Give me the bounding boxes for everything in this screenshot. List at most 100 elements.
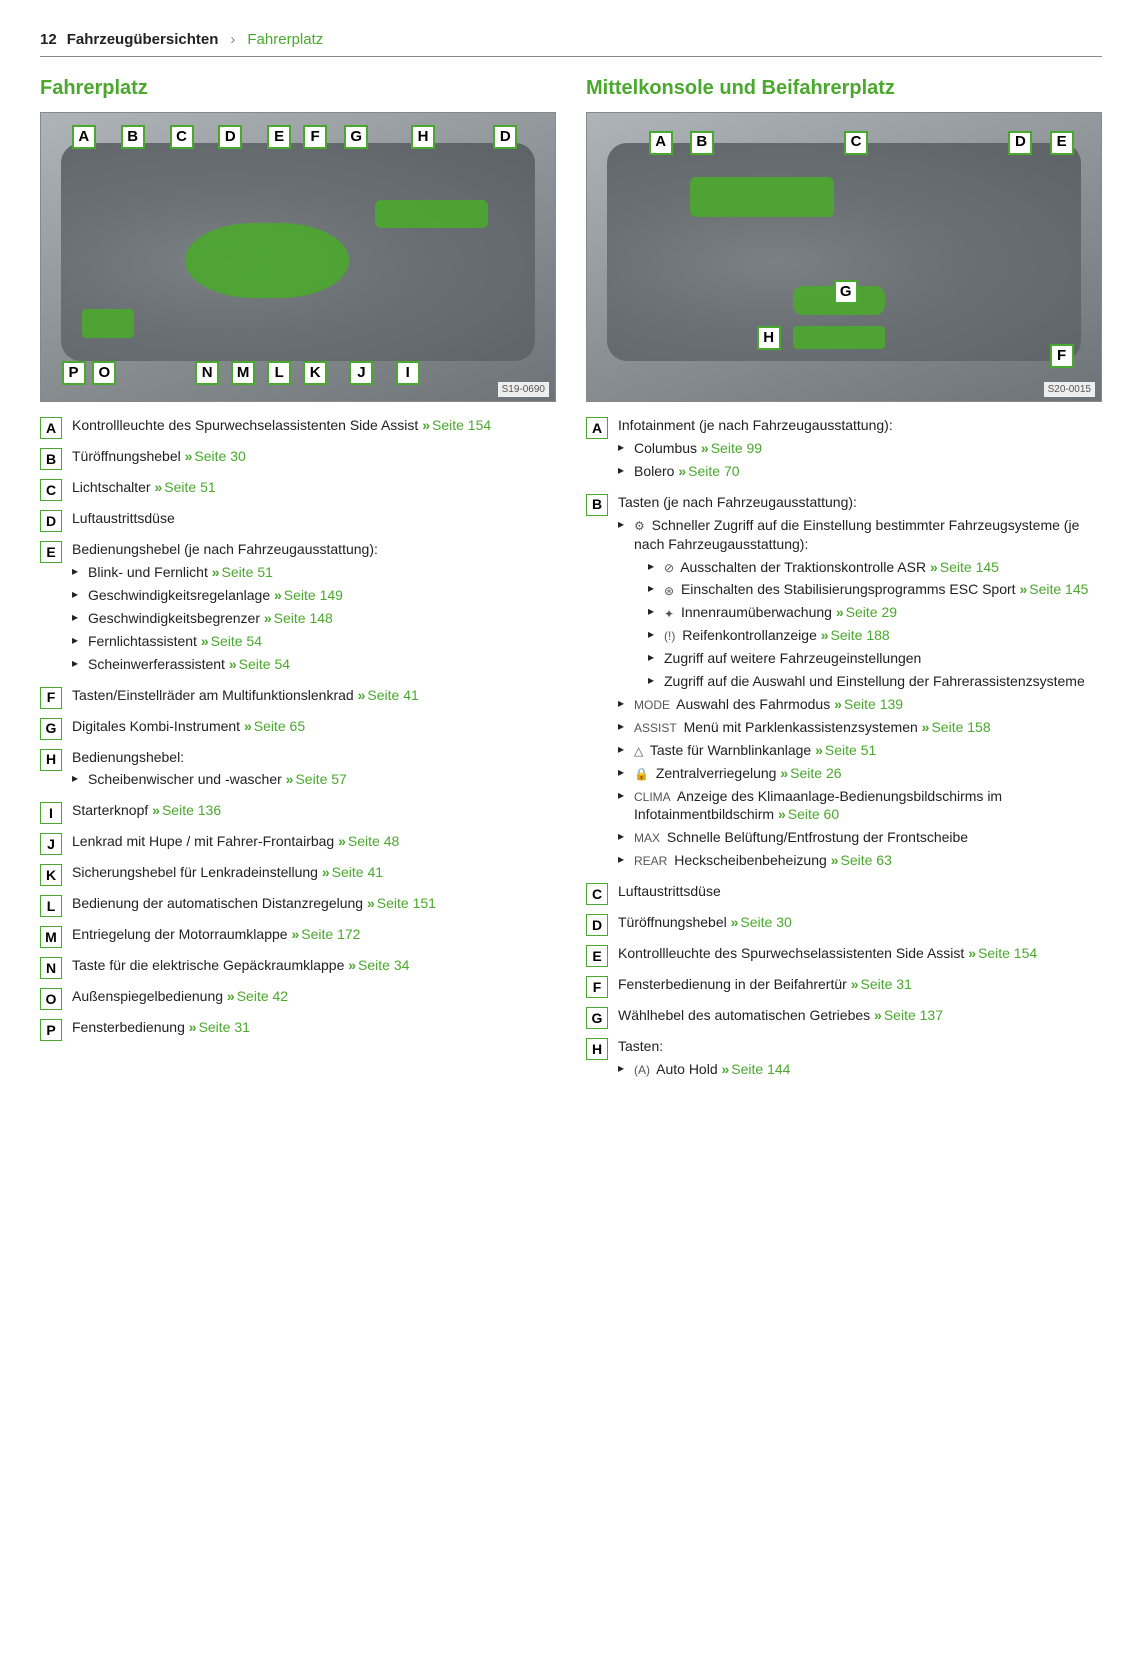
- sub-list: Blink- und Fernlicht »Seite 51Geschwindi…: [72, 563, 556, 673]
- page-link[interactable]: »Seite 151: [367, 895, 436, 911]
- esc-icon: ⊛: [664, 583, 674, 599]
- page-link[interactable]: »Seite 139: [834, 696, 903, 712]
- page-link[interactable]: »Seite 54: [229, 656, 290, 672]
- callout-o: O: [92, 361, 116, 385]
- sub-item-text: Reifenkontrollanzeige: [682, 627, 817, 643]
- sub-item: ⊛ Einschalten des Stabilisierungsprogram…: [648, 580, 1102, 599]
- page-link[interactable]: »Seite 154: [968, 945, 1037, 961]
- callout-f: F: [303, 125, 327, 149]
- page-link[interactable]: »Seite 41: [358, 687, 419, 703]
- callout-b: B: [690, 131, 714, 155]
- callout-a: A: [72, 125, 96, 149]
- sub-item: ✦ Innenraumüberwachung »Seite 29: [648, 603, 1102, 622]
- legend-text: Türöffnungshebel: [618, 914, 727, 930]
- sub-item-text: Einschalten des Stabilisierungsprogramms…: [681, 581, 1016, 597]
- letter-box: P: [40, 1019, 62, 1041]
- legend-text: Lichtschalter: [72, 479, 151, 495]
- page-link[interactable]: »Seite 158: [922, 719, 991, 735]
- sub-item: Bolero »Seite 70: [618, 462, 1102, 481]
- page-link[interactable]: »Seite 57: [286, 771, 347, 787]
- legend-item-j: J Lenkrad mit Hupe / mit Fahrer-Frontairb…: [40, 832, 556, 855]
- callout-n: N: [195, 361, 219, 385]
- legend-body: Tasten (je nach Fahrzeugausstattung):⚙ S…: [618, 493, 1102, 874]
- page-link[interactable]: »Seite 65: [244, 718, 305, 734]
- sub-item: Geschwindigkeitsbegrenzer »Seite 148: [72, 609, 556, 628]
- legend-item-e: EBedienungshebel (je nach Fahrzeugaussta…: [40, 540, 556, 677]
- callout-d: D: [1008, 131, 1032, 155]
- page-link[interactable]: »Seite 144: [722, 1061, 791, 1077]
- page-link[interactable]: »Seite 42: [227, 988, 288, 1004]
- callout-l: L: [267, 361, 291, 385]
- sub-item-text: Auto Hold: [656, 1061, 717, 1077]
- legend-text: Lenkrad mit Hupe / mit Fahrer-Frontairba…: [72, 833, 334, 849]
- right-column: Mittelkonsole und Beifahrerplatz S20-001…: [586, 75, 1102, 1091]
- page-link[interactable]: »Seite 34: [348, 957, 409, 973]
- page-link[interactable]: »Seite 149: [274, 587, 343, 603]
- legend-text: Fensterbedienung: [72, 1019, 185, 1035]
- page-link[interactable]: »Seite 51: [212, 564, 273, 580]
- right-diagram: S20-0015 ABCDEGHF: [586, 112, 1102, 402]
- sub-item-text: Schneller Zugriff auf die Einstellung be…: [634, 517, 1079, 552]
- legend-body: Kontrollleuchte des Spurwechselassistent…: [72, 416, 556, 435]
- sub-item: Scheinwerferassistent »Seite 54: [72, 655, 556, 674]
- sub-item-text: Geschwindigkeitsbegrenzer: [88, 610, 260, 626]
- legend-body: Bedienung der automatischen Distanzregel…: [72, 894, 556, 913]
- letter-box: G: [40, 718, 62, 740]
- hazard-icon: △: [634, 743, 643, 759]
- legend-text: Tasten:: [618, 1038, 663, 1054]
- page-link[interactable]: »Seite 145: [930, 559, 999, 575]
- legend-body: Tasten: (A) Auto Hold »Seite 144: [618, 1037, 1102, 1083]
- letter-box: J: [40, 833, 62, 855]
- legend-body: Sicherungshebel für Lenkradeinstellung »…: [72, 863, 556, 882]
- legend-text: Wählhebel des automatischen Getriebes: [618, 1007, 870, 1023]
- page-link[interactable]: »Seite 29: [836, 604, 897, 620]
- letter-box: N: [40, 957, 62, 979]
- page-link[interactable]: »Seite 63: [831, 852, 892, 868]
- legend-body: Starterknopf »Seite 136: [72, 801, 556, 820]
- page-link[interactable]: »Seite 137: [874, 1007, 943, 1023]
- car-set-icon: ⚙: [634, 518, 645, 534]
- legend-item-g: GWählhebel des automatischen Getriebes »…: [586, 1006, 1102, 1029]
- page-link[interactable]: »Seite 154: [422, 417, 491, 433]
- page-link[interactable]: »Seite 145: [1019, 581, 1088, 597]
- page-link[interactable]: »Seite 188: [821, 627, 890, 643]
- legend-body: Entriegelung der Motorraumklappe »Seite …: [72, 925, 556, 944]
- page-link[interactable]: »Seite 99: [701, 440, 762, 456]
- legend-text: Türöffnungshebel: [72, 448, 181, 464]
- page-link[interactable]: »Seite 148: [264, 610, 333, 626]
- left-column: Fahrerplatz S19-0690 ABCDEFGHDPONMLKJI A…: [40, 75, 556, 1091]
- letter-box: A: [586, 417, 608, 439]
- page-link[interactable]: »Seite 30: [731, 914, 792, 930]
- two-column-layout: Fahrerplatz S19-0690 ABCDEFGHDPONMLKJI A…: [40, 75, 1102, 1091]
- sub-item-text: Innenraumüberwachung: [681, 604, 832, 620]
- page-header: 12 Fahrzeugübersichten › Fahrerplatz: [40, 30, 1102, 57]
- legend-body: Wählhebel des automatischen Getriebes »S…: [618, 1006, 1102, 1025]
- right-section-title: Mittelkonsole und Beifahrerplatz: [586, 75, 1102, 102]
- sub-list: Scheibenwischer und -wascher »Seite 57: [72, 770, 556, 789]
- legend-item-g: G Digitales Kombi-Instrument »Seite 65: [40, 717, 556, 740]
- page-link[interactable]: »Seite 30: [185, 448, 246, 464]
- page-link[interactable]: »Seite 51: [815, 742, 876, 758]
- legend-body: Taste für die elektrische Gepäckraumklap…: [72, 956, 556, 975]
- sub-item: (A) Auto Hold »Seite 144: [618, 1060, 1102, 1079]
- page-link[interactable]: »Seite 172: [291, 926, 360, 942]
- callout-m: M: [231, 361, 255, 385]
- mode-icon: MODE: [634, 697, 670, 713]
- legend-body: Digitales Kombi-Instrument »Seite 65: [72, 717, 556, 736]
- callout-i: I: [396, 361, 420, 385]
- page-link[interactable]: »Seite 60: [778, 806, 839, 822]
- sub-item-text: Heckscheibenbeheizung: [674, 852, 827, 868]
- page-link[interactable]: »Seite 31: [851, 976, 912, 992]
- page-link[interactable]: »Seite 51: [154, 479, 215, 495]
- page-link[interactable]: »Seite 70: [678, 463, 739, 479]
- page-link[interactable]: »Seite 136: [152, 802, 221, 818]
- page-link[interactable]: »Seite 41: [322, 864, 383, 880]
- legend-item-a: AKontrollleuchte des Spurwechselassisten…: [40, 416, 556, 439]
- page-link[interactable]: »Seite 31: [189, 1019, 250, 1035]
- page-link[interactable]: »Seite 48: [338, 833, 399, 849]
- clima-icon: CLIMA: [634, 789, 671, 805]
- callout-h: H: [757, 326, 781, 350]
- page-link[interactable]: »Seite 26: [780, 765, 841, 781]
- callout-j: J: [349, 361, 373, 385]
- page-link[interactable]: »Seite 54: [201, 633, 262, 649]
